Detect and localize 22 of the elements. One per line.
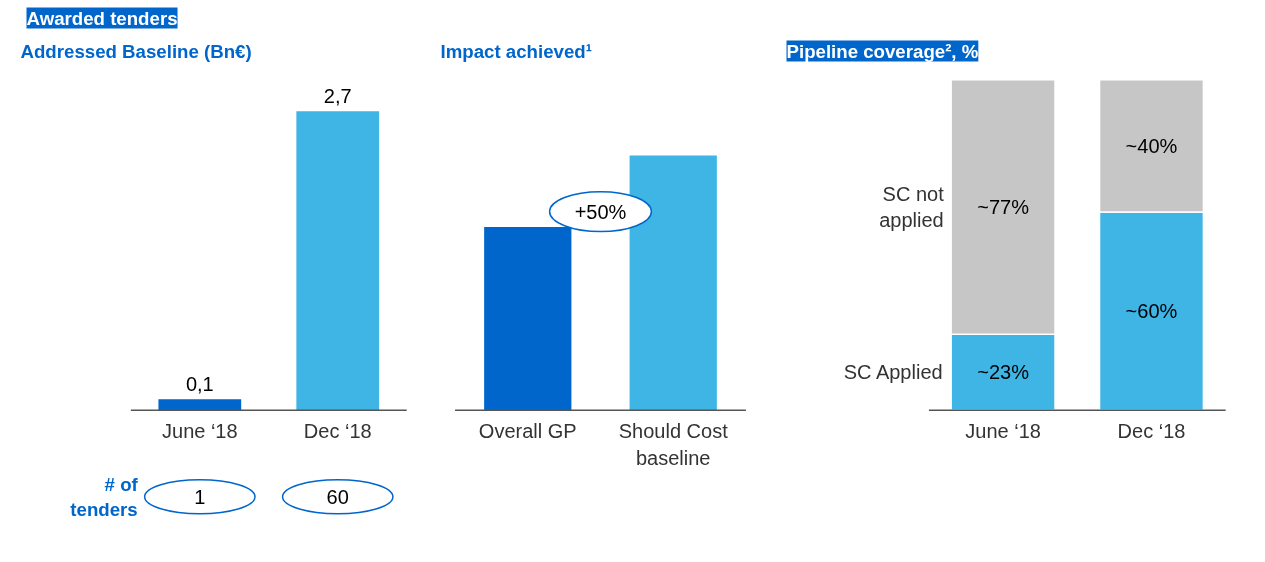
chart-title: Impact achieved¹ xyxy=(440,40,592,62)
x-tick-label: June ‘18 xyxy=(162,420,238,443)
x-tick-label: Should Cost baseline xyxy=(618,420,729,469)
data-label: ~40% xyxy=(1125,134,1178,157)
chart-subtitle: Addressed Baseline (Bn€) xyxy=(20,40,252,62)
text: 1 xyxy=(194,485,206,508)
chart-title: Awarded tenders xyxy=(26,7,178,29)
data-label: 0,1 xyxy=(185,373,214,396)
data-label: ~60% xyxy=(1125,300,1178,323)
data-label: ~77% xyxy=(977,195,1030,218)
chart-title: Pipeline coverage², % xyxy=(786,40,979,62)
data-label: 2,7 xyxy=(323,85,352,108)
series-label: SC Applied xyxy=(843,361,943,384)
text: # of tenders xyxy=(70,473,139,520)
data-label: ~23% xyxy=(977,361,1030,384)
series-label: SC not applied xyxy=(879,182,945,232)
x-tick-label: Dec ‘18 xyxy=(1117,420,1186,443)
x-tick-label: Dec ‘18 xyxy=(303,420,372,443)
annotation: +50% xyxy=(574,200,627,223)
x-tick-label: Overall GP xyxy=(478,420,577,443)
text: 60 xyxy=(326,485,349,508)
x-tick-label: June ‘18 xyxy=(965,420,1041,443)
